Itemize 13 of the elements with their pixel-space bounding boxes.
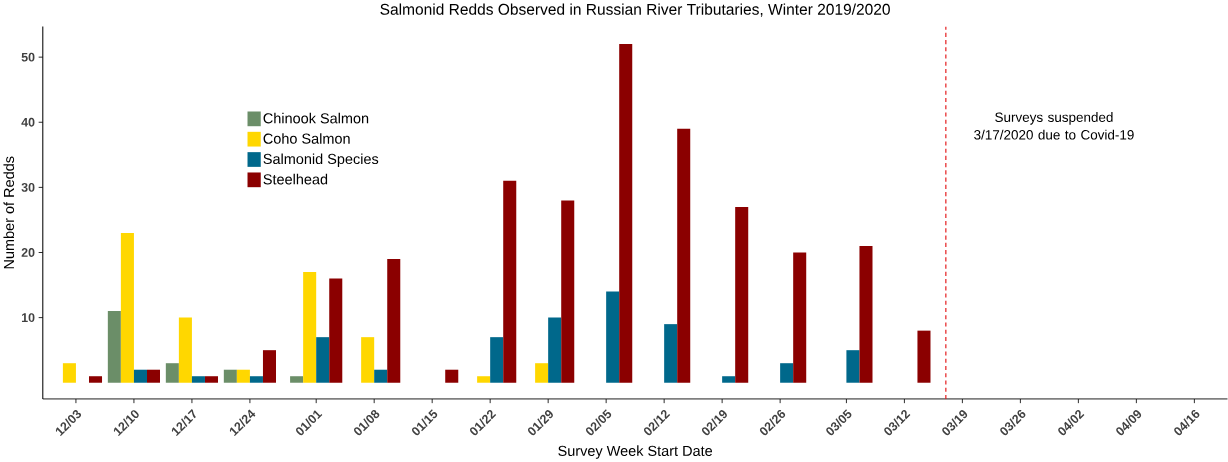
chart-title: Salmonid Redds Observed in Russian River Tributaries, Winter 2019/2020 [380, 3, 890, 17]
y-tick-label: 50 [21, 52, 35, 62]
y-axis-title: Number of Redds [3, 156, 15, 269]
x-axis-title: Survey Week Start Date [558, 445, 713, 459]
legend-label: Coho Salmon [263, 133, 350, 144]
legend-label: Chinook Salmon [263, 112, 369, 124]
legend-label: Salmonid Species [263, 153, 379, 167]
ref-line-label: Surveys suspended 3/17/2020 due to Covid-19 [974, 111, 1134, 140]
legend-label: Steelhead [263, 173, 328, 185]
y-tick-label: 20 [21, 247, 35, 257]
y-tick-label: 40 [21, 117, 35, 127]
y-tick-label: 10 [21, 313, 35, 322]
y-tick-label: 30 [21, 182, 35, 192]
